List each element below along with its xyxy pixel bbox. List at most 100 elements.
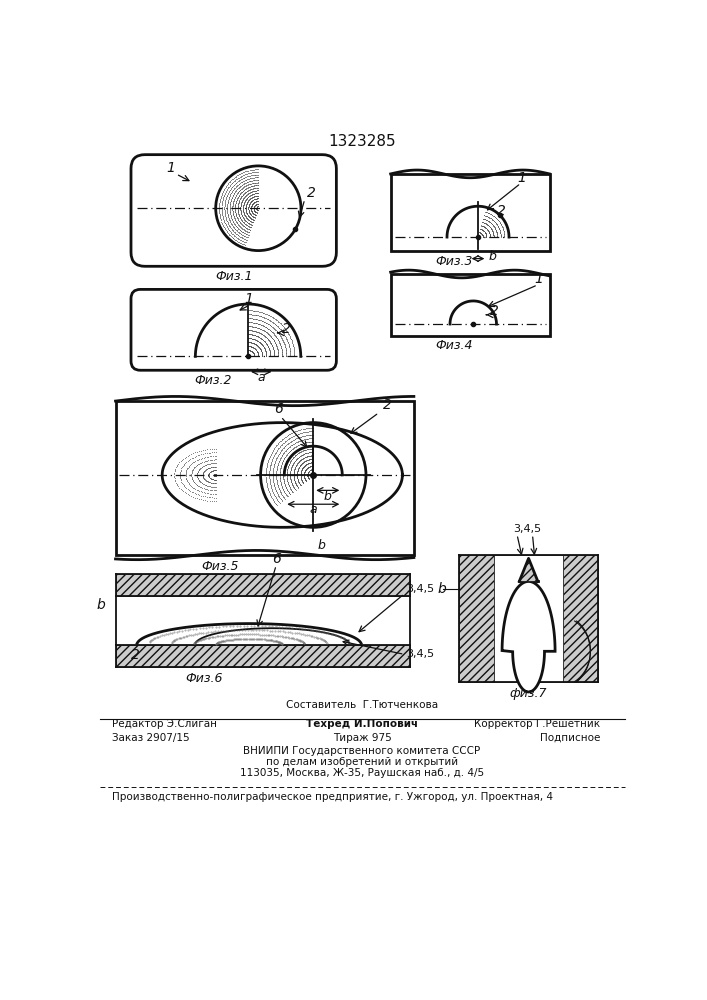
Point	[235, 190, 246, 206]
Point	[265, 455, 276, 471]
Point	[278, 440, 289, 456]
Point	[247, 323, 258, 339]
Point	[474, 229, 485, 245]
Point	[303, 469, 314, 485]
Point	[262, 337, 273, 353]
Point	[288, 338, 299, 354]
Point	[486, 211, 498, 227]
Point	[262, 326, 274, 342]
Point	[288, 340, 299, 356]
Point	[238, 236, 250, 252]
Point	[243, 189, 254, 205]
Point	[274, 471, 286, 487]
Point	[251, 200, 262, 216]
Point	[231, 181, 243, 197]
Point	[259, 323, 270, 339]
Point	[263, 321, 274, 337]
Point	[303, 465, 314, 481]
Point	[299, 431, 310, 447]
Point	[267, 450, 279, 466]
Point	[239, 194, 250, 210]
Point	[243, 179, 255, 195]
Point	[255, 321, 266, 337]
Point	[240, 220, 252, 236]
Point	[284, 454, 296, 470]
Point	[288, 469, 299, 485]
Point	[179, 450, 190, 466]
Point	[209, 468, 220, 484]
Point	[279, 443, 291, 459]
Point	[245, 165, 256, 181]
Point	[250, 207, 261, 223]
Point	[228, 182, 239, 198]
Point	[306, 461, 317, 477]
Point	[216, 200, 228, 216]
Point	[286, 452, 297, 468]
Point	[267, 340, 279, 356]
Point	[244, 347, 255, 363]
Point	[199, 471, 210, 487]
Point	[298, 468, 310, 484]
Point	[193, 443, 204, 459]
Point	[210, 459, 221, 475]
Point	[243, 207, 254, 223]
Point	[252, 345, 264, 361]
Point	[481, 227, 492, 243]
Point	[219, 197, 230, 213]
Bar	[115, 645, 410, 667]
Point	[483, 213, 494, 229]
Point	[251, 307, 262, 323]
Point	[303, 465, 314, 481]
Point	[248, 201, 259, 217]
Point	[302, 467, 313, 483]
Point	[245, 181, 257, 197]
Point	[300, 472, 311, 488]
Point	[219, 215, 230, 231]
Point	[202, 474, 214, 490]
Point	[245, 213, 256, 229]
Point	[279, 477, 291, 493]
Point	[275, 460, 286, 476]
Point	[269, 479, 281, 495]
Point	[292, 471, 303, 487]
Point	[232, 202, 243, 218]
Point	[230, 222, 242, 238]
Point	[248, 186, 259, 202]
Point	[273, 455, 284, 471]
Point	[288, 472, 300, 488]
Point	[305, 458, 317, 474]
Point	[230, 175, 242, 191]
Point	[288, 346, 300, 362]
Point	[286, 441, 298, 457]
Point	[277, 332, 288, 348]
Point	[247, 196, 258, 212]
Point	[208, 472, 219, 488]
Point	[305, 451, 317, 467]
Point	[277, 453, 288, 469]
Point	[306, 465, 317, 481]
Point	[258, 309, 269, 325]
Point	[230, 205, 241, 221]
Point	[283, 458, 294, 474]
Point	[257, 345, 268, 361]
Point	[261, 315, 272, 331]
Point	[249, 197, 260, 213]
Point	[271, 312, 282, 328]
Point	[254, 340, 265, 356]
Point	[308, 451, 319, 467]
Point	[251, 196, 262, 212]
Point	[242, 186, 253, 202]
Point	[238, 200, 249, 216]
Point	[226, 176, 237, 192]
Point	[252, 185, 264, 201]
Point	[228, 191, 240, 207]
Point	[203, 467, 214, 483]
Point	[485, 215, 496, 231]
Point	[256, 317, 267, 333]
Point	[284, 434, 296, 450]
Point	[484, 225, 495, 241]
Point	[225, 186, 236, 202]
Point	[295, 477, 306, 493]
Point	[303, 420, 315, 436]
Point	[229, 169, 240, 185]
